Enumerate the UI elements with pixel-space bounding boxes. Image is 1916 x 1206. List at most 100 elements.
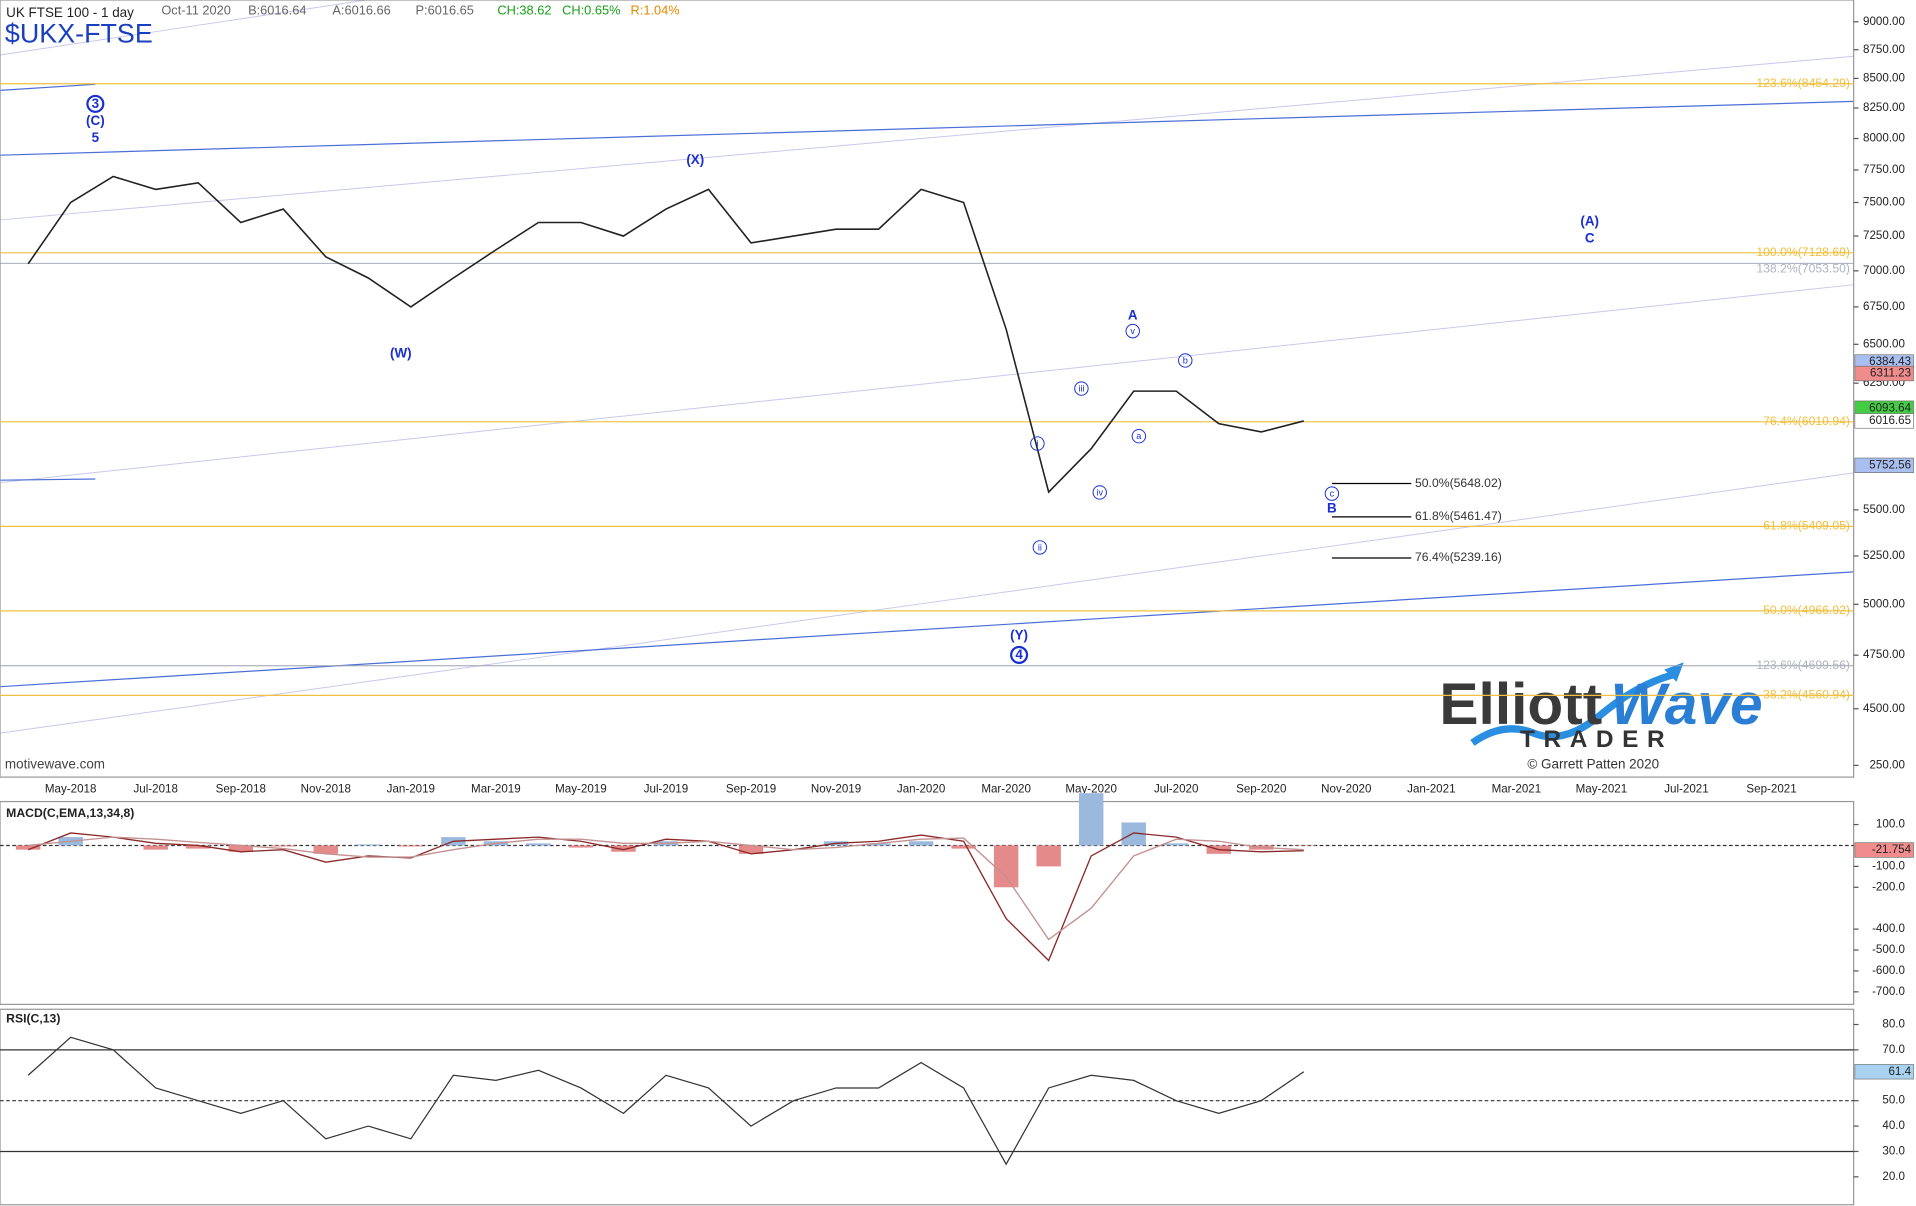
header-field: R:1.04% [631,2,680,17]
x-tick-label: Sep-2019 [726,782,776,795]
y-tick-label: 20.0 [1882,1170,1905,1183]
trend-line [0,0,367,56]
histogram-bar [186,845,211,849]
wave-label: (C) [86,113,105,128]
histogram-bar [15,845,41,850]
y-tick-label: 40.0 [1882,1119,1905,1132]
histogram-bar [738,845,764,854]
x-tick-label: Nov-2019 [811,782,861,795]
y-tick-label: 4500.00 [1863,702,1905,715]
wave-label: i [1036,439,1038,449]
macd-panel [0,800,1855,1005]
trend-lines [0,0,1854,734]
wave-label: 5 [92,130,100,145]
wave-circle [86,94,105,113]
y-tick-label: -500.0 [1872,943,1905,956]
rsi-line [27,1036,1305,1166]
x-tick-label: May-2019 [555,782,607,795]
y-tick-label: 6500.00 [1863,337,1905,350]
x-tick-label: Jul-2021 [1664,782,1708,795]
symbol: UK FTSE 100 - 1 day [6,5,134,20]
y-tick-label: 6750.00 [1863,300,1905,313]
header-field: CH:0.65% [562,2,620,17]
macd-line [27,832,1304,962]
wave-label: b [1183,355,1188,365]
histogram-bar [1036,845,1061,867]
wave-label: (Y) [1010,628,1028,643]
wave-circle [1324,486,1340,501]
watermark: motivewave.com [5,756,105,771]
x-tick-label: Jul-2020 [1154,782,1198,795]
header-field: P:6016.65 [415,2,473,17]
x-tick-label: Jul-2019 [644,782,688,795]
x-tick-label: May-2020 [1065,782,1117,795]
x-tick-label: Jul-2018 [133,782,177,795]
wave-circle [1032,540,1048,555]
histogram-bar [1121,822,1146,846]
wave-circle [1092,485,1107,500]
value-tag [1854,365,1914,382]
y-tick-label: -100.0 [1872,859,1905,872]
header-field: CH:38.62 [497,2,551,17]
histogram-bar [228,845,253,852]
wave-label: (W) [390,345,412,360]
value-tag-label: 6093.64 [1869,401,1911,414]
y-tick-label: 50.0 [1882,1094,1905,1107]
y-tick-label: 8750.00 [1863,43,1905,56]
histogram-bar [143,845,168,850]
price-line [27,175,1304,494]
y-tick-label: -200.0 [1872,880,1905,893]
histogram-bar [271,845,296,847]
y-tick-label: 4750.00 [1863,648,1905,661]
value-tag-label: 5752.56 [1869,458,1911,471]
trend-line [0,571,1854,688]
panel-title: MACD(C,EMA,13,34,8) [6,806,134,820]
wave-label: v [1130,326,1135,336]
wave-label: A [1128,307,1138,322]
fib-label: 61.8%(5409.05) [1763,519,1850,533]
logo-word: Wave [1610,672,1762,737]
y-tick-label: 5250.00 [1863,549,1905,562]
x-tick-label: Mar-2020 [981,782,1031,795]
histogram-bar [1078,793,1104,846]
y-tick-label: -400.0 [1872,922,1905,935]
histogram-bar [866,843,891,846]
y-tick-label: 30.0 [1882,1145,1905,1158]
histogram-bar [1164,843,1189,846]
retracement-label: 50.0%(5648.02) [1415,476,1502,490]
value-tag-label: 6016.65 [1869,414,1911,427]
wave-label: ii [1038,542,1042,552]
wave-circle [1074,381,1089,396]
fib-label: 76.4%(6010.94) [1763,414,1850,428]
histogram-bar [313,845,339,854]
histogram-bar [398,845,424,847]
trend-line [0,284,1854,484]
wave-label: 3 [92,96,99,111]
macd-line [28,836,1304,941]
trend-line [0,472,1854,734]
y-tick-label: 5500.00 [1863,503,1905,516]
wave-label: (X) [686,152,704,167]
wave-circle [1178,353,1193,368]
x-tick-label: Nov-2018 [301,782,351,795]
y-tick-label: -700.0 [1872,985,1905,998]
fib-label: 50.0%(4966.92) [1763,603,1850,617]
wave-label: B [1327,500,1337,515]
trend-line [0,83,96,92]
logo-word: Elliott [1439,672,1602,737]
wave-circle [1030,436,1045,451]
y-tick-label: 7750.00 [1863,163,1905,176]
value-tag-label: 6311.23 [1870,367,1911,380]
fib-label: 123.6%(8454.29) [1756,76,1850,90]
histogram-bar [356,844,381,846]
x-tick-label: May-2018 [45,782,97,795]
rsi-panel [0,1008,1855,1206]
wave-label: iv [1096,487,1103,497]
wave-label: c [1330,489,1335,499]
logo-arrow-head [1664,662,1684,682]
trend-line [0,478,96,481]
fib-label: 123.6%(4699.56) [1756,658,1850,672]
logo: Elliott Wave TRADER © Garrett Patten 202… [1439,662,1763,771]
retracement-label: 76.4%(5239.16) [1415,550,1502,564]
